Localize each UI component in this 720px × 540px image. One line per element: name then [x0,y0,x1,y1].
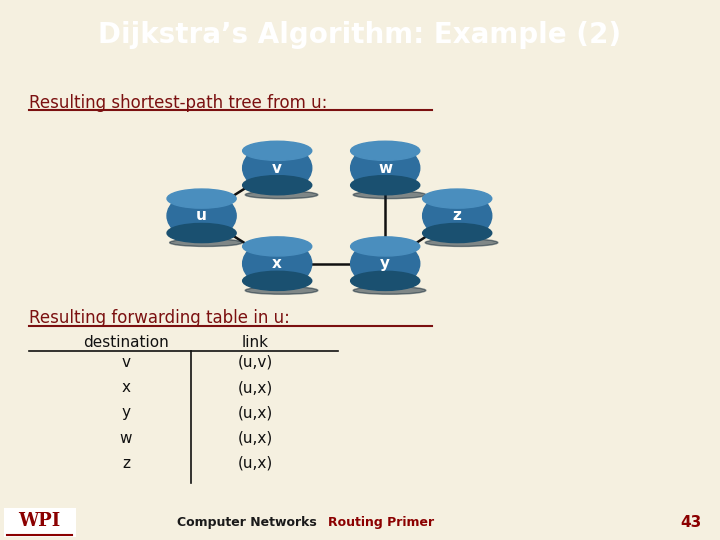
Ellipse shape [351,144,420,192]
Text: WPI: WPI [19,512,60,530]
Text: link: link [242,335,269,350]
Text: (u,x): (u,x) [238,430,273,445]
Ellipse shape [351,237,420,256]
Text: destination: destination [83,335,169,350]
Text: x: x [122,380,130,395]
Ellipse shape [246,191,318,199]
Ellipse shape [170,239,242,246]
Text: 43: 43 [680,515,702,530]
Ellipse shape [243,141,312,160]
Ellipse shape [167,189,236,208]
Text: z: z [122,456,130,471]
Text: Computer Networks: Computer Networks [177,516,317,529]
Ellipse shape [351,141,420,160]
Text: v: v [272,160,282,176]
Text: Resulting shortest-path tree from u:: Resulting shortest-path tree from u: [29,94,327,112]
Ellipse shape [426,239,498,246]
Ellipse shape [243,271,312,291]
Ellipse shape [351,271,420,291]
Ellipse shape [243,240,312,287]
Ellipse shape [243,144,312,192]
Ellipse shape [167,224,236,242]
Text: w: w [120,430,132,445]
Text: (u,x): (u,x) [238,380,273,395]
Text: (u,x): (u,x) [238,456,273,471]
Text: Resulting forwarding table in u:: Resulting forwarding table in u: [29,309,289,327]
Text: w: w [378,160,392,176]
Text: u: u [196,208,207,224]
Ellipse shape [423,189,492,208]
Text: v: v [122,355,130,370]
Ellipse shape [423,192,492,240]
Text: Dijkstra’s Algorithm: Example (2): Dijkstra’s Algorithm: Example (2) [99,21,621,49]
Ellipse shape [243,176,312,195]
Text: Routing Primer: Routing Primer [328,516,433,529]
Ellipse shape [354,191,426,199]
Text: x: x [272,256,282,271]
Ellipse shape [243,237,312,256]
Ellipse shape [351,176,420,195]
Ellipse shape [354,287,426,294]
Text: y: y [122,406,130,420]
Text: (u,v): (u,v) [238,355,273,370]
Ellipse shape [167,192,236,240]
Ellipse shape [246,287,318,294]
Ellipse shape [423,224,492,242]
Text: (u,x): (u,x) [238,406,273,420]
Text: y: y [380,256,390,271]
Text: z: z [453,208,462,224]
FancyBboxPatch shape [4,508,76,537]
Ellipse shape [351,240,420,287]
